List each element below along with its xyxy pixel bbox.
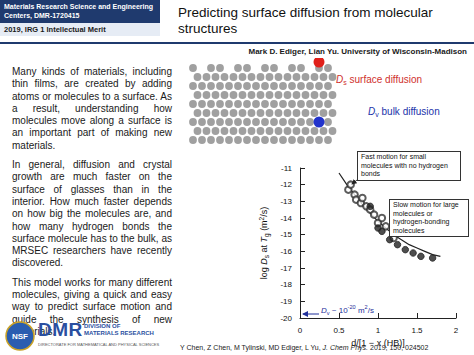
svg-text:at: at (259, 242, 269, 255)
svg-text:0.5: 0.5 (333, 326, 345, 335)
svg-text:-16: -16 (280, 247, 292, 256)
svg-text:1: 1 (376, 326, 381, 335)
svg-text:-20: -20 (280, 314, 292, 323)
svg-text:log: log (259, 265, 269, 280)
svg-text:-13: -13 (280, 197, 292, 206)
svg-text:-14: -14 (280, 214, 292, 223)
svg-text:-19: -19 (280, 297, 292, 306)
svg-text:/s): /s) (259, 207, 269, 217)
svg-text:NSF: NSF (12, 332, 28, 341)
svg-text:-12: -12 (280, 180, 292, 189)
svg-text:-17: -17 (280, 264, 292, 273)
svg-text:1.5: 1.5 (411, 326, 423, 335)
svg-text:-11: -11 (281, 164, 293, 173)
svg-text:2: 2 (454, 326, 459, 335)
svg-text:(m: (m (259, 220, 269, 233)
svg-text:-18: -18 (280, 280, 292, 289)
svg-text:-15: -15 (280, 230, 292, 239)
svg-text:0: 0 (298, 326, 303, 335)
